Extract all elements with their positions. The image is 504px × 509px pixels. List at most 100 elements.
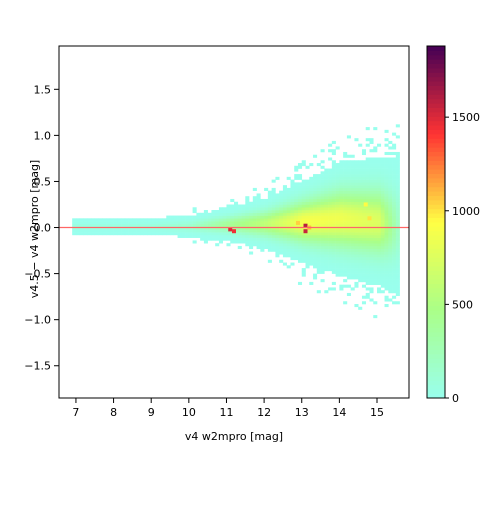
density-cell bbox=[290, 254, 295, 258]
density-cell bbox=[215, 221, 220, 225]
density-cell bbox=[380, 201, 385, 205]
density-cell bbox=[128, 229, 133, 233]
density-cell bbox=[388, 273, 393, 277]
density-cell bbox=[361, 232, 367, 236]
density-cell bbox=[388, 265, 393, 269]
density-cell bbox=[275, 223, 280, 227]
density-cell bbox=[388, 257, 393, 261]
density-cell bbox=[392, 234, 397, 238]
density-cell bbox=[222, 212, 227, 216]
density-cell bbox=[365, 221, 370, 225]
density-cell bbox=[271, 179, 276, 183]
density-cell bbox=[392, 301, 397, 305]
density-cell bbox=[215, 232, 220, 236]
density-cell bbox=[369, 168, 374, 172]
density-cell bbox=[365, 163, 370, 167]
density-cell bbox=[377, 210, 382, 214]
density-cell bbox=[316, 207, 321, 211]
density-cell bbox=[313, 210, 318, 214]
density-cell bbox=[369, 187, 374, 191]
density-cell bbox=[343, 257, 348, 261]
density-cell bbox=[350, 248, 355, 252]
density-cell bbox=[320, 215, 325, 219]
density-cell bbox=[346, 182, 351, 186]
density-cell bbox=[320, 254, 325, 258]
density-cell bbox=[222, 229, 227, 233]
density-cell bbox=[316, 237, 321, 241]
density-cell bbox=[331, 257, 336, 261]
hotspot-cell bbox=[228, 227, 233, 232]
colorbar-segment bbox=[427, 358, 445, 364]
density-cell bbox=[373, 229, 378, 233]
density-cell bbox=[358, 143, 363, 147]
density-cell bbox=[234, 223, 239, 227]
density-cell bbox=[354, 207, 359, 211]
density-cell bbox=[267, 196, 272, 200]
density-cell bbox=[361, 187, 367, 191]
density-cell bbox=[294, 176, 299, 180]
density-cell bbox=[335, 237, 340, 241]
density-cell bbox=[256, 193, 261, 197]
density-cell bbox=[313, 204, 318, 208]
density-cell bbox=[102, 232, 107, 236]
density-cell bbox=[279, 251, 284, 255]
density-cell bbox=[350, 171, 355, 175]
density-cell bbox=[354, 273, 359, 277]
density-cell bbox=[275, 243, 280, 247]
density-cell bbox=[328, 185, 333, 189]
density-cell bbox=[128, 223, 133, 227]
density-cell bbox=[354, 212, 359, 216]
density-cell bbox=[158, 218, 163, 222]
density-cell bbox=[252, 223, 257, 227]
density-cell bbox=[230, 234, 235, 238]
density-cell bbox=[279, 193, 284, 197]
density-cell bbox=[162, 223, 167, 227]
density-cell bbox=[128, 218, 133, 222]
density-cell bbox=[361, 163, 367, 167]
density-cell bbox=[392, 193, 397, 197]
colorbar-segment bbox=[427, 244, 445, 249]
density-cell bbox=[113, 223, 118, 227]
density-cell bbox=[384, 212, 389, 216]
density-cell bbox=[301, 196, 306, 200]
density-cell bbox=[369, 149, 374, 153]
density-cell bbox=[388, 174, 393, 178]
density-cell bbox=[343, 185, 348, 189]
density-cell bbox=[286, 229, 291, 233]
density-cell bbox=[331, 176, 336, 180]
density-cell bbox=[297, 223, 303, 227]
density-cell bbox=[264, 223, 269, 227]
density-cell bbox=[369, 210, 374, 214]
density-cell bbox=[369, 179, 374, 183]
density-cell bbox=[395, 251, 400, 255]
density-cell bbox=[297, 240, 303, 244]
density-cell bbox=[331, 262, 336, 266]
density-cell bbox=[267, 215, 272, 219]
density-cell bbox=[109, 232, 114, 236]
colorbar-segment bbox=[427, 200, 445, 205]
density-cell bbox=[237, 212, 242, 216]
colorbar-segment bbox=[427, 389, 445, 394]
density-cell bbox=[226, 215, 231, 219]
density-cell bbox=[252, 234, 257, 238]
density-cell bbox=[264, 218, 269, 222]
density-cell bbox=[297, 281, 303, 285]
density-cell bbox=[365, 210, 370, 214]
plot-overlay bbox=[58, 45, 410, 399]
density-cell bbox=[139, 223, 144, 227]
density-cell bbox=[369, 176, 374, 180]
density-cell bbox=[215, 229, 220, 233]
density-cell bbox=[320, 149, 325, 153]
density-cell bbox=[79, 232, 84, 236]
density-cell bbox=[384, 129, 389, 133]
density-cell bbox=[282, 248, 287, 252]
density-cell bbox=[290, 179, 295, 183]
density-cell bbox=[377, 290, 382, 294]
density-cell bbox=[373, 127, 378, 131]
colorbar-segment bbox=[427, 125, 445, 130]
density-cell bbox=[343, 273, 348, 277]
density-cell bbox=[286, 215, 291, 219]
density-cell bbox=[346, 243, 351, 247]
density-cell bbox=[331, 160, 336, 164]
density-cell bbox=[117, 229, 122, 233]
